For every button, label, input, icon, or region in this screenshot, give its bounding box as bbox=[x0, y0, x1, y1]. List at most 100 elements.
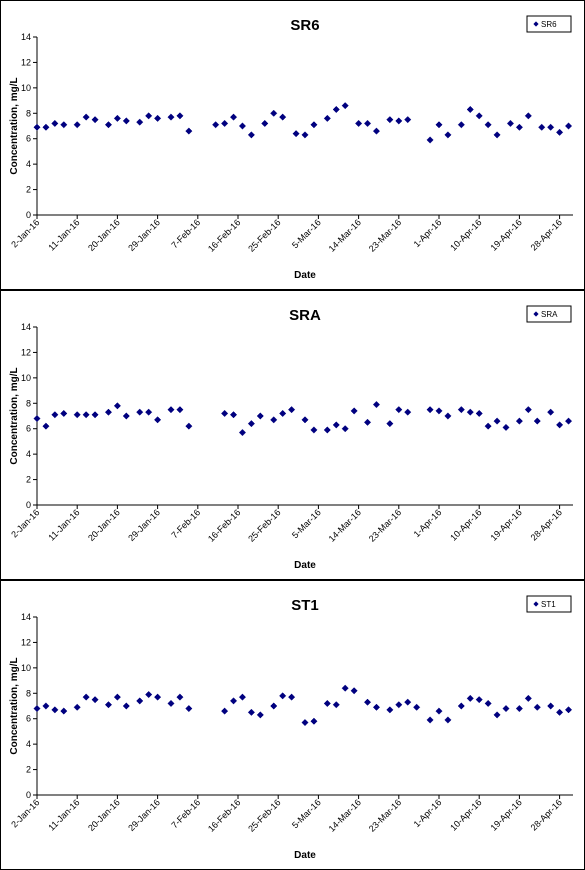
data-point-sra bbox=[256, 412, 264, 420]
data-point-sra bbox=[475, 409, 483, 418]
data-point-sra bbox=[113, 402, 121, 410]
data-point-sr6 bbox=[185, 127, 193, 135]
data-point-sra bbox=[426, 406, 434, 414]
data-point-sra bbox=[515, 417, 523, 425]
data-point-sr6 bbox=[221, 119, 229, 128]
data-point-st1 bbox=[154, 693, 162, 701]
legend-label: SR6 bbox=[541, 20, 557, 29]
data-point-sr6 bbox=[564, 122, 573, 130]
data-point-sr6 bbox=[229, 113, 238, 121]
data-point-st1 bbox=[122, 702, 130, 710]
data-point-sra bbox=[404, 408, 412, 416]
data-point-st1 bbox=[113, 693, 121, 701]
panel-border bbox=[0, 290, 585, 580]
y-tick-label: 6 bbox=[26, 424, 31, 434]
data-point-sr6 bbox=[475, 112, 483, 120]
data-point-st1 bbox=[42, 702, 50, 710]
data-point-st1 bbox=[350, 687, 358, 695]
data-point-sr6 bbox=[60, 121, 68, 129]
data-point-st1 bbox=[395, 701, 403, 709]
data-point-sr6 bbox=[515, 123, 523, 131]
y-tick-label: 4 bbox=[26, 159, 31, 169]
legend: SRA bbox=[526, 305, 572, 323]
data-point-sra bbox=[386, 420, 394, 428]
data-point-st1 bbox=[332, 701, 340, 709]
data-point-sr6 bbox=[42, 123, 50, 131]
x-axis-label: Date bbox=[294, 270, 316, 281]
data-point-sra bbox=[524, 406, 532, 414]
data-point-sra bbox=[154, 416, 162, 424]
data-point-sra bbox=[547, 408, 555, 416]
data-point-sra bbox=[332, 421, 340, 429]
data-point-st1 bbox=[457, 702, 465, 710]
y-tick-label: 10 bbox=[21, 663, 31, 673]
y-tick-label: 0 bbox=[26, 210, 31, 220]
data-point-sra bbox=[395, 406, 403, 414]
data-point-sra bbox=[502, 423, 510, 431]
data-point-st1 bbox=[51, 706, 59, 714]
data-point-sra bbox=[466, 408, 474, 416]
chart-title: SRA bbox=[289, 307, 321, 324]
data-point-st1 bbox=[176, 693, 184, 701]
data-point-st1 bbox=[515, 704, 523, 713]
data-point-st1 bbox=[270, 702, 278, 710]
y-tick-label: 2 bbox=[26, 475, 31, 485]
data-point-sr6 bbox=[493, 131, 501, 139]
data-point-st1 bbox=[556, 708, 564, 716]
data-point-st1 bbox=[301, 718, 309, 727]
data-point-sr6 bbox=[73, 121, 81, 129]
legend-box bbox=[526, 595, 572, 613]
data-point-sr6 bbox=[51, 119, 59, 128]
legend-box bbox=[526, 15, 572, 33]
data-point-sr6 bbox=[104, 121, 113, 129]
data-point-sr6 bbox=[122, 117, 130, 125]
data-point-sr6 bbox=[355, 119, 363, 128]
data-point-st1 bbox=[386, 706, 394, 714]
data-point-st1 bbox=[256, 711, 264, 719]
data-point-st1 bbox=[221, 707, 229, 715]
data-point-sr6 bbox=[310, 121, 318, 129]
data-point-sr6 bbox=[395, 117, 403, 125]
y-axis-label: Concentration, mg/L bbox=[9, 367, 20, 464]
chart-title: SR6 bbox=[290, 17, 319, 34]
data-point-st1 bbox=[475, 696, 483, 704]
data-point-sr6 bbox=[457, 121, 465, 129]
data-point-sra bbox=[556, 421, 564, 429]
data-point-sra bbox=[310, 426, 318, 434]
data-point-st1 bbox=[564, 706, 573, 714]
data-point-sr6 bbox=[261, 119, 269, 128]
data-point-sra bbox=[136, 408, 144, 416]
y-tick-label: 2 bbox=[26, 765, 31, 775]
data-point-sra bbox=[493, 417, 501, 425]
data-point-sra bbox=[238, 428, 247, 437]
data-point-st1 bbox=[310, 717, 318, 725]
chart-title: ST1 bbox=[291, 597, 319, 614]
data-point-st1 bbox=[238, 693, 247, 701]
y-tick-label: 8 bbox=[26, 108, 31, 118]
data-point-sra bbox=[288, 406, 296, 414]
y-tick-label: 14 bbox=[21, 322, 31, 332]
data-point-sr6 bbox=[547, 123, 555, 131]
data-point-sra bbox=[221, 409, 229, 418]
data-point-st1 bbox=[229, 697, 238, 705]
data-point-sr6 bbox=[279, 113, 287, 121]
data-point-st1 bbox=[82, 693, 90, 701]
data-point-sr6 bbox=[484, 121, 492, 129]
data-point-sra bbox=[533, 417, 541, 425]
y-tick-label: 6 bbox=[26, 714, 31, 724]
data-point-sr6 bbox=[82, 113, 90, 121]
y-axis-label: Concentration, mg/L bbox=[9, 77, 20, 174]
data-point-st1 bbox=[547, 702, 555, 710]
data-point-sra bbox=[484, 422, 492, 430]
data-point-st1 bbox=[372, 703, 381, 711]
data-point-sra bbox=[270, 416, 278, 424]
data-point-sr6 bbox=[136, 118, 144, 126]
data-point-st1 bbox=[435, 707, 443, 715]
data-point-st1 bbox=[484, 699, 492, 708]
panel-border bbox=[0, 0, 585, 290]
data-point-sra bbox=[33, 414, 41, 423]
data-point-sr6 bbox=[247, 131, 255, 139]
x-axis-label: Date bbox=[294, 560, 316, 571]
